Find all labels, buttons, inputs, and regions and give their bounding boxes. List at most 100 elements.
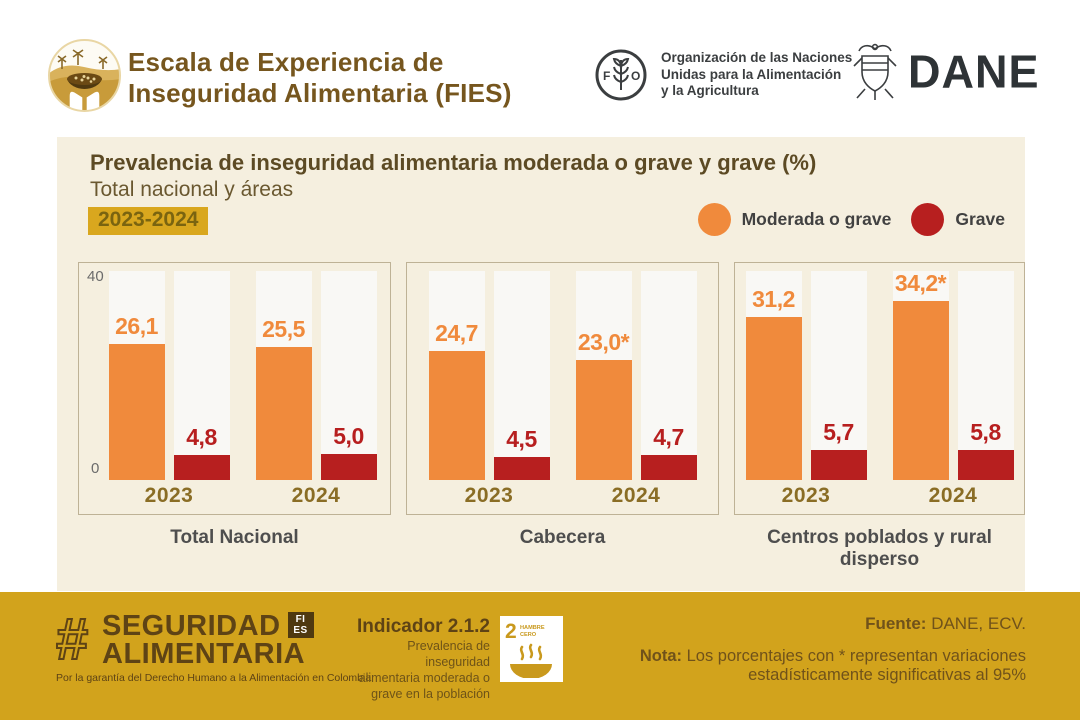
legend-dot-moderada-icon (697, 203, 731, 236)
moderada-bar (575, 359, 632, 480)
chart-panel-3: 31,2 5,7 2023 34,2* 5,8 2024 Centros poblados … (734, 262, 1025, 571)
page-title: Escala de Experiencia de Inseguridad Ali… (128, 47, 512, 108)
moderada-bar-track: 23,0* (575, 271, 632, 480)
year-group: 26,1 4,8 2023 (108, 271, 230, 514)
year-label: 2023 (144, 484, 194, 507)
campaign-tagline: Por la garantía del Derecho Humano a la … (56, 672, 372, 684)
grave-value-label: 4,8 (186, 423, 217, 450)
fao-name-line1: Organización de las Naciones (661, 49, 853, 65)
chart-panels: 40 0 26,1 4,8 2023 25,5 5,0 2024 Total Nacional 2… (78, 262, 1025, 571)
page-title-line2: Inseguridad Alimentaria (FIES) (128, 77, 512, 108)
sdg2-zero-hunger-icon: 2 HAMBRE CERO (500, 616, 563, 682)
moderada-bar (255, 346, 312, 480)
source-block: Fuente: DANE, ECV. Nota: Los porcentajes… (634, 614, 1026, 686)
fao-name-line2: Unidas para la Alimentación (661, 66, 842, 82)
grave-bar (320, 453, 377, 480)
hashtag-symbol: # (55, 607, 89, 672)
svg-text:F: F (603, 69, 610, 83)
panel-caption: Centros poblados y rural disperso (767, 527, 992, 570)
bar-groups: 24,7 4,5 2023 23,0* 4,7 2024 (428, 271, 697, 514)
moderada-bar-track: 26,1 (108, 271, 165, 480)
fao-logo-icon: F O (595, 49, 647, 101)
chart-title: Prevalencia de inseguridad alimentaria m… (90, 150, 817, 175)
bars-row: 26,1 4,8 (108, 271, 230, 480)
legend-label-moderada: Moderada o grave (741, 209, 892, 229)
grave-bar (810, 450, 867, 480)
moderada-bar (892, 301, 949, 480)
moderada-value-label: 24,7 (435, 319, 478, 346)
y-axis-min-label: 0 (91, 460, 100, 477)
chart-panel-box: 40 0 26,1 4,8 2023 25,5 5,0 2024 (78, 262, 391, 515)
grave-bar-track: 4,5 (493, 271, 550, 480)
grave-bar (640, 455, 697, 480)
grave-bar (493, 456, 550, 480)
moderada-bar (745, 316, 802, 480)
note-text: Los porcentajes con * representan variac… (682, 647, 1026, 685)
moderada-bar-track: 24,7 (428, 271, 485, 480)
campaign-word-seguridad: SEGURIDAD (102, 610, 281, 642)
panel-caption: Cabecera (519, 527, 606, 548)
steam-icon (519, 643, 543, 661)
grave-value-label: 4,5 (506, 425, 537, 452)
moderada-bar (108, 343, 165, 480)
moderada-bar-track: 25,5 (255, 271, 312, 480)
grave-value-label: 4,7 (653, 424, 684, 451)
colombia-coat-of-arms-icon (853, 43, 897, 100)
moderada-value-label: 31,2 (752, 285, 795, 312)
moderada-value-label: 23,0* (577, 328, 630, 355)
panel-caption: Total Nacional (170, 527, 299, 548)
svg-text:O: O (631, 69, 640, 83)
moderada-bar-track: 31,2 (745, 271, 802, 480)
campaign-line2: ALIMENTARIA (102, 640, 371, 669)
moderada-value-label: 26,1 (115, 312, 158, 339)
year-label: 2023 (781, 484, 831, 507)
year-label: 2024 (291, 484, 341, 507)
year-group: 24,7 4,5 2023 (428, 271, 550, 514)
legend-item-moderada: Moderada o grave (697, 203, 892, 236)
dane-logo-block: DANE (852, 40, 1040, 104)
fao-name: Organización de las Naciones Unidas para… (661, 50, 852, 101)
source-label: Fuente: (865, 614, 927, 633)
moderada-value-label: 25,5 (262, 315, 305, 342)
note-label: Nota: (639, 647, 683, 665)
indicator-desc-line1: Prevalencia de inseguridad (407, 639, 490, 669)
indicator-desc-line3: grave en la población (371, 687, 490, 701)
chart-panel-box: 31,2 5,7 2023 34,2* 5,8 2024 (734, 262, 1025, 515)
period-badge: 2023-2024 (88, 207, 209, 235)
svg-text:HAMBRE: HAMBRE (520, 625, 545, 631)
fao-name-line3: y la Agricultura (661, 83, 759, 99)
bars-row: 24,7 4,5 (428, 271, 550, 480)
grave-bar (957, 449, 1014, 480)
grave-value-label: 5,8 (970, 418, 1001, 445)
source-line: Fuente: DANE, ECV. (634, 614, 1026, 634)
bar-groups: 26,1 4,8 2023 25,5 5,0 2024 (108, 271, 377, 514)
fao-logo-block: F O Organización de las Naciones Unidas … (594, 48, 852, 102)
fies-badge-line1: FI (295, 614, 306, 625)
grave-bar (173, 454, 230, 480)
grave-value-label: 5,7 (823, 419, 854, 446)
chart-card: Prevalencia de inseguridad alimentaria m… (57, 137, 1025, 591)
chart-panel-1: 40 0 26,1 4,8 2023 25,5 5,0 2024 Total Nacional (78, 262, 391, 571)
indicator-desc-line2: alimentaria moderada o (358, 671, 490, 685)
bars-row: 23,0* 4,7 (575, 271, 697, 480)
year-label: 2024 (611, 484, 661, 507)
svg-text:CERO: CERO (520, 632, 537, 638)
legend-label-grave: Grave (955, 209, 1005, 229)
year-group: 31,2 5,7 2023 (745, 271, 867, 514)
bar-groups: 31,2 5,7 2023 34,2* 5,8 2024 (745, 270, 1014, 514)
grave-bar-track: 4,8 (173, 271, 230, 480)
bowl-icon (510, 664, 552, 679)
indicator-block: Indicador 2.1.2 Prevalencia de insegurid… (352, 616, 563, 702)
page-title-line1: Escala de Experiencia de (128, 47, 444, 77)
chart-panel-2: 24,7 4,5 2023 23,0* 4,7 2024 Cabecera (406, 262, 719, 571)
year-label: 2023 (464, 484, 514, 507)
fies-badge: FI ES (287, 612, 314, 638)
moderada-bar (428, 350, 485, 480)
campaign-block: # SEGURIDAD FI ES ALIMENTARIA Por la gar… (55, 607, 372, 685)
fies-badge-line2: ES (293, 625, 308, 636)
chart-panel-box: 24,7 4,5 2023 23,0* 4,7 2024 (406, 262, 719, 515)
dane-wordmark: DANE (908, 45, 1040, 98)
legend-dot-grave-icon (911, 203, 945, 236)
y-axis-max-label: 40 (87, 268, 104, 285)
grave-value-label: 5,0 (333, 422, 364, 449)
